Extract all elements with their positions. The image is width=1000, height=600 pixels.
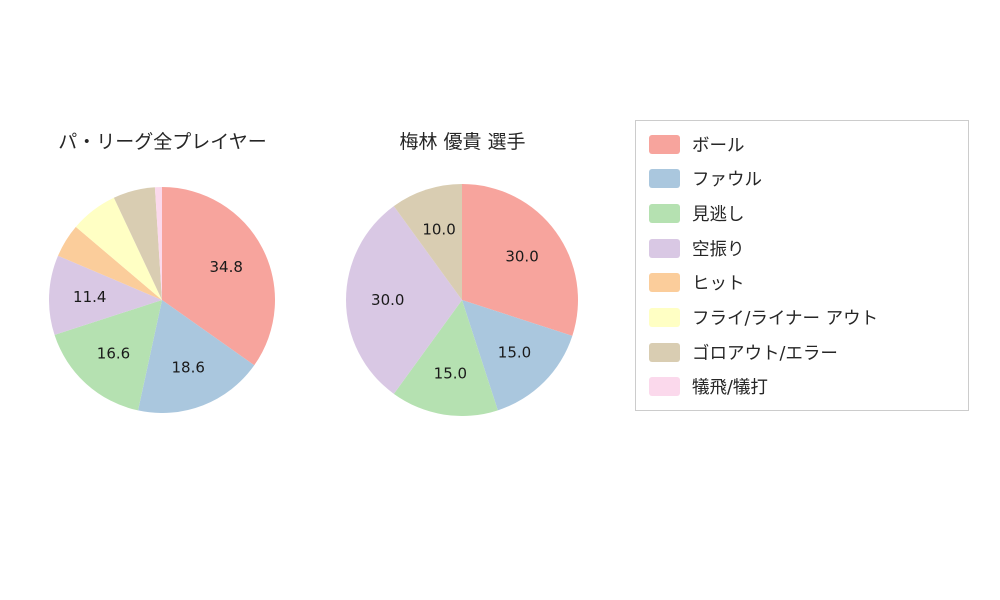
slice-value-label: 30.0: [505, 247, 538, 265]
legend: ボールファウル見逃し空振りヒットフライ/ライナー アウト ゴロアウト/エラー 犠飛/…: [635, 120, 969, 411]
slice-value-label: 30.0: [371, 291, 404, 309]
pie-slice-2: [54, 300, 163, 411]
pie-slice-5: [75, 197, 162, 300]
legend-label: ファウル: [692, 170, 762, 191]
pie-slice-0: [462, 184, 578, 336]
legend-swatch: [649, 134, 680, 154]
legend-label: フライ/ライナー アウト: [692, 308, 879, 329]
legend-swatch: [649, 377, 680, 397]
legend-label: ゴロアウト/エラー: [692, 343, 838, 364]
slice-value-label: 15.0: [434, 364, 467, 382]
legend-swatch: [649, 273, 680, 293]
left-pie-title: パ・リーグ全プレイヤー: [58, 131, 267, 153]
legend-item: フライ/ライナー アウト: [649, 305, 968, 330]
slice-value-label: 10.0: [422, 220, 455, 238]
legend-item: ファウル: [649, 166, 968, 191]
legend-swatch: [649, 307, 680, 327]
legend-item: ヒット: [649, 270, 968, 295]
slice-value-label: 11.4: [73, 288, 106, 306]
legend-swatch: [649, 204, 680, 224]
legend-item: ゴロアウト/エラー: [649, 340, 968, 365]
right-pie-title: 梅林 優貴 選手: [399, 131, 526, 153]
pie-slice-2: [393, 300, 498, 416]
legend-label: ヒット: [692, 274, 745, 295]
legend-item: ボール: [649, 132, 968, 157]
legend-item: 見逃し: [649, 201, 968, 226]
slice-value-label: 15.0: [498, 343, 531, 361]
pie-slice-3: [49, 255, 162, 335]
legend-label: 犠飛/犠打: [692, 378, 768, 399]
pie-slice-3: [346, 206, 462, 394]
legend-swatch: [649, 238, 680, 258]
legend-swatch: [649, 169, 680, 189]
pie-slice-0: [162, 187, 275, 366]
pie-slice-1: [462, 300, 573, 411]
pie-slice-7: [154, 187, 162, 300]
legend-swatch: [649, 342, 680, 362]
right-pie-chart: 30.0 15.0 15.0 30.0 10.0: [346, 184, 578, 416]
legend-label: 見逃し: [692, 205, 745, 226]
legend-label: 空振り: [692, 239, 745, 260]
legend-item: 犠飛/犠打: [649, 374, 968, 399]
slice-value-label: 16.6: [97, 345, 130, 363]
slice-value-label: 18.6: [171, 358, 204, 376]
left-pie-chart: 34.8 18.6 16.6 11.4: [49, 187, 275, 413]
legend-label: ボール: [692, 135, 745, 156]
pie-slice-4: [58, 226, 162, 300]
pie-slice-1: [138, 300, 255, 413]
legend-item: 空振り: [649, 236, 968, 261]
slice-value-label: 34.8: [210, 258, 243, 276]
pie-slice-4: [393, 184, 462, 300]
pie-slice-6: [113, 187, 162, 300]
